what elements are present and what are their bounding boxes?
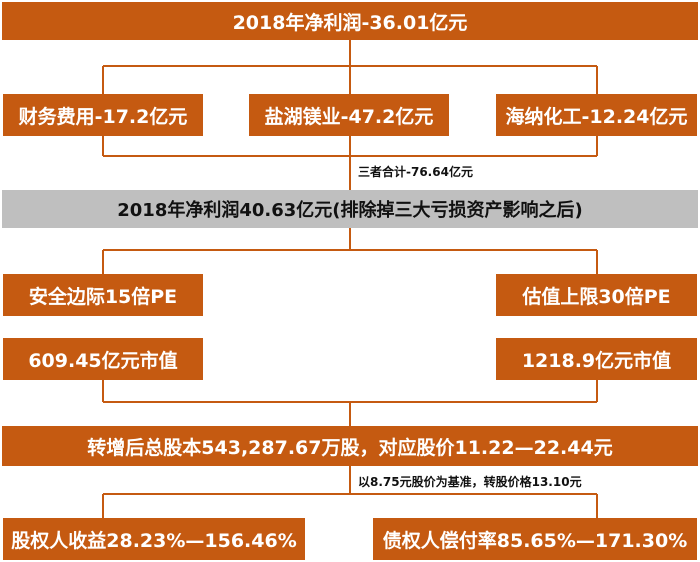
- high-market-cap-label: 1218.9亿元市值: [521, 349, 672, 372]
- adjusted-profit-label: 2018年净利润40.63亿元(排除掉三大亏损资产影响之后): [117, 200, 583, 221]
- total-note: 三者合计-76.64亿元: [358, 165, 473, 179]
- adjusted-profit-box: 2018年净利润40.63亿元(排除掉三大亏损资产影响之后): [2, 190, 698, 228]
- valuation-cap-pe-label: 估值上限30倍PE: [522, 285, 671, 308]
- creditor-repayment-box: 债权人偿付率85.65%—171.30%: [373, 518, 697, 560]
- share-capital-label: 转增后总股本543,287.67万股，对应股价11.22—22.44元: [87, 436, 613, 459]
- salt-lake-magnesium-box: 盐湖镁业-47.2亿元: [249, 94, 449, 136]
- low-market-cap-label: 609.45亿元市值: [28, 349, 178, 372]
- net-profit-box: 2018年净利润-36.01亿元: [2, 2, 698, 40]
- share-capital-box: 转增后总股本543,287.67万股，对应股价11.22—22.44元: [2, 426, 698, 466]
- creditor-repayment-label: 债权人偿付率85.65%—171.30%: [382, 529, 688, 552]
- safety-margin-pe-label: 安全边际15倍PE: [28, 285, 178, 308]
- high-market-cap-box: 1218.9亿元市值: [496, 338, 697, 380]
- valuation-cap-pe-box: 估值上限30倍PE: [496, 274, 697, 316]
- equity-return-label: 股权人收益28.23%—156.46%: [11, 529, 297, 552]
- equity-return-box: 股权人收益28.23%—156.46%: [3, 518, 305, 560]
- haina-chemical-box: 海纳化工-12.24亿元: [496, 94, 697, 136]
- finance-cost-label: 财务费用-17.2亿元: [18, 105, 188, 128]
- finance-cost-box: 财务费用-17.2亿元: [3, 94, 203, 136]
- base-price-note: 以8.75元股价为基准，转股价格13.10元: [358, 475, 582, 489]
- haina-chemical-label: 海纳化工-12.24亿元: [505, 105, 688, 128]
- net-profit-label: 2018年净利润-36.01亿元: [232, 11, 468, 34]
- safety-margin-pe-box: 安全边际15倍PE: [3, 274, 203, 316]
- salt-lake-magnesium-label: 盐湖镁业-47.2亿元: [264, 105, 434, 128]
- low-market-cap-box: 609.45亿元市值: [3, 338, 203, 380]
